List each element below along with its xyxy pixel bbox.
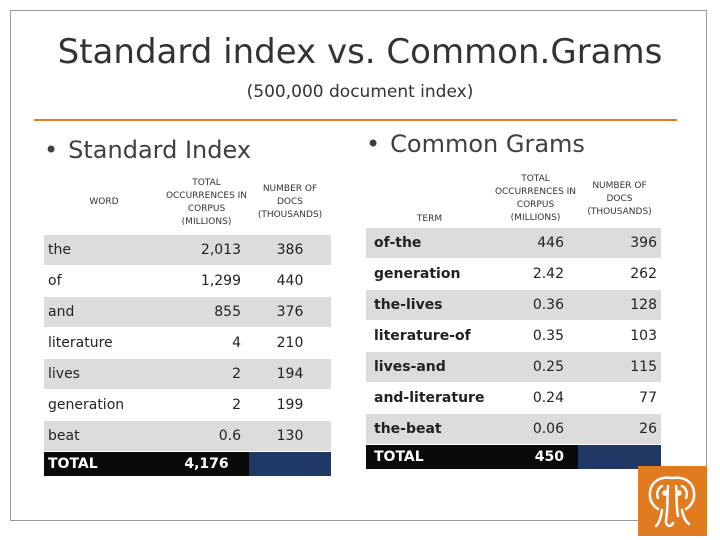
word-cell: and <box>44 296 164 328</box>
column-header: TOTAL OCCURRENCES IN CORPUS (MILLIONS) <box>494 174 577 223</box>
column-header: TERM <box>416 214 443 224</box>
word-cell: of <box>44 265 164 297</box>
docs-cell: 210 <box>249 327 331 359</box>
column-header: NUMBER OF DOCS (THOUSANDS) <box>257 184 323 220</box>
right-heading: • Common Grams <box>366 130 585 158</box>
docs-cell: 262 <box>578 258 661 290</box>
occurrences-cell: 0.06 <box>493 413 578 445</box>
total-docs-blank <box>578 444 661 470</box>
occurrences-cell: 0.35 <box>493 320 578 352</box>
slide-subtitle: (500,000 document index) <box>246 82 474 102</box>
occurrences-cell: 0.24 <box>493 382 578 414</box>
slide-frame <box>10 10 707 521</box>
total-row: TOTAL 4,176 <box>44 451 331 477</box>
left-heading: • Standard Index <box>44 136 251 164</box>
docs-cell: 77 <box>578 382 661 414</box>
table-row: and 855 376 <box>44 296 331 328</box>
term-cell: literature-of <box>366 320 493 352</box>
docs-cell: 194 <box>249 358 331 390</box>
column-header: WORD <box>89 197 119 207</box>
docs-cell: 130 <box>249 420 331 452</box>
docs-cell: 396 <box>578 228 661 259</box>
total-label: TOTAL <box>366 444 493 470</box>
occurrences-cell: 0.6 <box>164 420 249 452</box>
total-occurrences: 450 <box>493 444 578 470</box>
table-header-row: WORD TOTAL OCCURRENCES IN CORPUS (MILLIO… <box>44 170 331 235</box>
docs-cell: 376 <box>249 296 331 328</box>
total-occurrences: 4,176 <box>164 451 249 477</box>
docs-cell: 440 <box>249 265 331 297</box>
table-row: literature-of 0.35 103 <box>366 320 661 352</box>
occurrences-cell: 2,013 <box>164 235 249 266</box>
table-row: lives-and 0.25 115 <box>366 351 661 383</box>
occurrences-cell: 0.25 <box>493 351 578 383</box>
occurrences-cell: 2 <box>164 358 249 390</box>
column-header: TOTAL OCCURRENCES IN CORPUS (MILLIONS) <box>165 177 248 227</box>
table-header-row: TERM TOTAL OCCURRENCES IN CORPUS (MILLIO… <box>366 170 661 228</box>
elephant-logo <box>638 466 707 536</box>
word-cell: the <box>44 235 164 266</box>
bullet-icon: • <box>366 130 381 158</box>
term-cell: lives-and <box>366 351 493 383</box>
term-cell: the-beat <box>366 413 493 445</box>
term-cell: generation <box>366 258 493 290</box>
term-cell: of-the <box>366 228 493 259</box>
docs-cell: 103 <box>578 320 661 352</box>
table-row: lives 2 194 <box>44 358 331 390</box>
elephant-icon <box>648 476 696 528</box>
word-cell: lives <box>44 358 164 390</box>
table-row: and-literature 0.24 77 <box>366 382 661 414</box>
word-cell: beat <box>44 420 164 452</box>
docs-cell: 115 <box>578 351 661 383</box>
total-row: TOTAL 450 <box>366 444 661 470</box>
slide-title: Standard index vs. Common.Grams <box>57 32 663 72</box>
common-grams-table: TERM TOTAL OCCURRENCES IN CORPUS (MILLIO… <box>366 170 661 470</box>
standard-index-table: WORD TOTAL OCCURRENCES IN CORPUS (MILLIO… <box>44 170 331 477</box>
term-cell: and-literature <box>366 382 493 414</box>
table-row: of-the 446 396 <box>366 228 661 259</box>
occurrences-cell: 2 <box>164 389 249 421</box>
docs-cell: 199 <box>249 389 331 421</box>
table-row: generation 2 199 <box>44 389 331 421</box>
occurrences-cell: 0.36 <box>493 289 578 321</box>
table-row: the 2,013 386 <box>44 235 331 266</box>
bullet-icon: • <box>44 136 59 164</box>
table-row: the-beat 0.06 26 <box>366 413 661 445</box>
column-header: NUMBER OF DOCS (THOUSANDS) <box>587 180 652 217</box>
word-cell: literature <box>44 327 164 359</box>
occurrences-cell: 1,299 <box>164 265 249 297</box>
occurrences-cell: 855 <box>164 296 249 328</box>
word-cell: generation <box>44 389 164 421</box>
occurrences-cell: 4 <box>164 327 249 359</box>
left-heading-text: Standard Index <box>68 136 252 164</box>
table-row: the-lives 0.36 128 <box>366 289 661 321</box>
total-docs-blank <box>249 451 331 477</box>
occurrences-cell: 446 <box>493 228 578 259</box>
table-row: beat 0.6 130 <box>44 420 331 452</box>
docs-cell: 128 <box>578 289 661 321</box>
docs-cell: 386 <box>249 235 331 266</box>
table-row: literature 4 210 <box>44 327 331 359</box>
table-row: of 1,299 440 <box>44 265 331 297</box>
docs-cell: 26 <box>578 413 661 445</box>
total-label: TOTAL <box>44 451 164 477</box>
title-divider <box>34 119 677 121</box>
term-cell: the-lives <box>366 289 493 321</box>
table-row: generation 2.42 262 <box>366 258 661 290</box>
right-heading-text: Common Grams <box>390 130 585 158</box>
occurrences-cell: 2.42 <box>493 258 578 290</box>
